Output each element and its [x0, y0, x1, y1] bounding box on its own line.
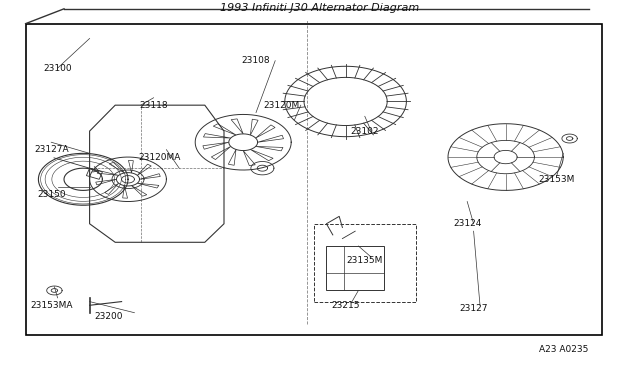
Text: 23120M: 23120M	[264, 101, 300, 110]
Text: 23215: 23215	[332, 301, 360, 310]
Text: 23200: 23200	[95, 312, 123, 321]
Text: A23 A0235: A23 A0235	[538, 345, 588, 354]
Text: 23135M: 23135M	[347, 256, 383, 265]
Text: 23102: 23102	[351, 126, 379, 136]
Text: 23127: 23127	[460, 305, 488, 314]
Text: 23118: 23118	[140, 101, 168, 110]
Bar	[314, 224, 416, 302]
Text: 23153MA: 23153MA	[30, 301, 72, 310]
Text: 23124: 23124	[453, 219, 481, 228]
Text: 23120MA: 23120MA	[139, 153, 181, 161]
Text: 23100: 23100	[44, 64, 72, 73]
Text: 23108: 23108	[242, 56, 270, 65]
Text: 23127A: 23127A	[34, 145, 68, 154]
Text: 1993 Infiniti J30 Alternator Diagram: 1993 Infiniti J30 Alternator Diagram	[220, 3, 420, 13]
Text: 23150: 23150	[37, 190, 65, 199]
Text: 23153M: 23153M	[539, 175, 575, 184]
Bar	[326, 246, 384, 291]
Bar	[26, 24, 602, 335]
